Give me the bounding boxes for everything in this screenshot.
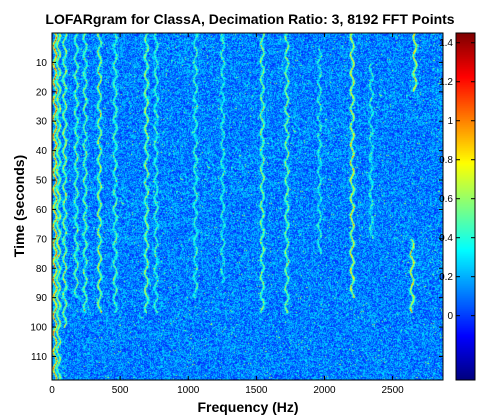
colorbar-tick-label: 0.8 (439, 155, 453, 166)
colorbar-tick-label: 1.4 (439, 38, 453, 49)
y-tick-label: 100 (30, 323, 47, 334)
x-tick-label: 2500 (381, 385, 404, 396)
colorbar-tick-label: 0.4 (439, 233, 453, 244)
y-tick-label: 20 (36, 87, 48, 98)
x-tick-label: 500 (112, 385, 129, 396)
x-axis-ticks: 0 500 1000 1500 2000 2500 (49, 33, 404, 396)
y-tick-label: 40 (36, 146, 48, 157)
y-tick-label: 110 (31, 352, 47, 363)
colorbar-ticks: 0 0.2 0.4 0.6 0.8 1 1.2 1.4 (439, 38, 475, 322)
x-tick-label: 0 (49, 385, 55, 396)
y-tick-label: 60 (36, 205, 48, 216)
y-tick-label: 10 (36, 58, 48, 69)
spectrogram-heatmap (52, 33, 443, 380)
x-axis-label: Frequency (Hz) (197, 399, 298, 415)
x-tick-label: 2000 (313, 385, 336, 396)
y-axis-ticks: 10 20 30 40 50 60 70 80 90 100 110 (30, 58, 443, 363)
chart-title: LOFARgram for ClassA, Decimation Ratio: … (45, 11, 454, 27)
colorbar-tick-label: 1.2 (439, 77, 453, 88)
colorbar-tick-label: 1 (447, 116, 453, 127)
y-tick-label: 50 (36, 176, 48, 187)
y-tick-label: 90 (36, 293, 48, 304)
x-tick-label: 1500 (245, 385, 268, 396)
colorbar-gradient (456, 33, 475, 380)
y-tick-label: 80 (36, 264, 48, 275)
y-axis-label: Time (seconds) (11, 155, 27, 257)
colorbar-tick-label: 0.2 (439, 272, 453, 283)
x-tick-label: 1000 (177, 385, 200, 396)
y-tick-label: 30 (36, 117, 48, 128)
colorbar-frame (455, 32, 476, 381)
y-tick-label: 70 (36, 234, 48, 245)
colorbar-tick-label: 0.6 (439, 194, 453, 205)
spectrogram-plot: 0 500 1000 1500 2000 2500 1020304050607080901… (30, 32, 444, 396)
colorbar: 0 0.2 0.4 0.6 0.8 1 1.2 1.4 (439, 32, 476, 381)
colorbar-tick-label: 0 (447, 311, 453, 322)
plot-frame (51, 32, 444, 381)
